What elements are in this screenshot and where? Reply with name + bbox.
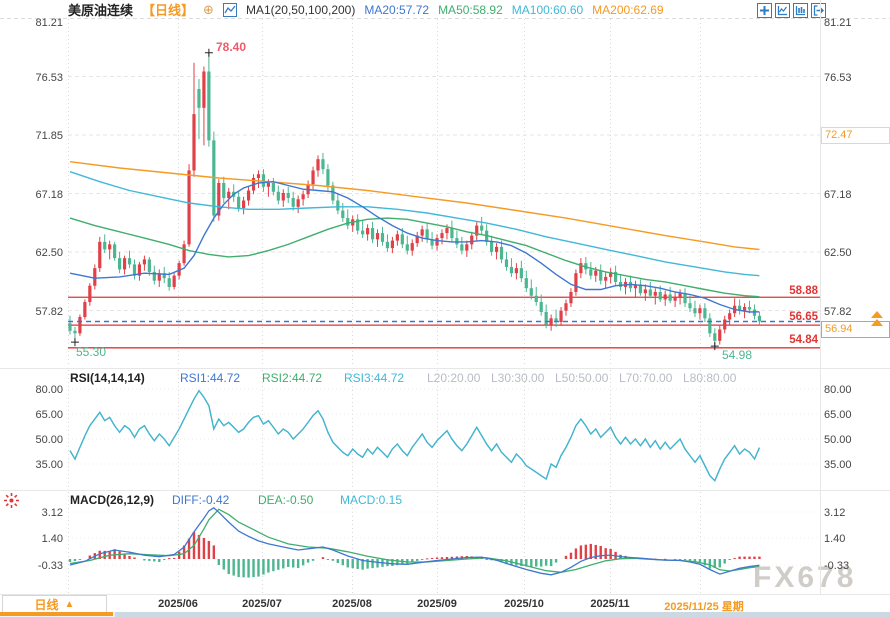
chart-header: 美原油连续 【日线】 ⊕ MA1(20,50,100,200) MA20:57.… [68,1,664,18]
rsi-l70: L70:70.00 [619,371,673,385]
chart-toolbar [757,3,826,18]
rsi-l20: L20:20.00 [427,371,481,385]
alert-sun-icon [3,492,20,509]
price-tick-left: 62.50 [35,247,63,259]
price-tick-left: 81.21 [35,17,63,29]
crosshair-icon[interactable] [757,3,772,18]
macd-dea-value: DEA:-0.50 [258,493,314,507]
price-tick-left: 76.53 [35,71,63,84]
extreme-marker-cross [204,48,213,57]
extreme-marker-cross [710,342,719,351]
rsi-tick-right: 50.00 [824,434,852,446]
rsi2-value: RSI2:44.72 [262,371,323,385]
date-label: 2025/07 [242,598,282,610]
macd-tick-right: 1.40 [824,533,846,545]
watermark: FX678 [753,561,857,594]
macd-value: MACD:0.15 [340,493,403,507]
rsi-tick-left: 50.00 [35,434,63,446]
rsi-l80: L80:80.00 [683,371,737,385]
high-price-marker: 78.40 [216,40,247,54]
price-tick-right: 67.18 [824,188,852,201]
ma20-value: MA20:57.72 [364,2,430,17]
macd-histogram [68,531,761,578]
pan-to-latest-icon[interactable] [811,3,826,18]
level-label-r1: 58.88 [789,285,818,297]
price-tick-left: 67.18 [35,188,63,201]
rsi-l50: L50:50.00 [555,371,609,385]
chart-frame-icon[interactable] [775,3,790,18]
low-price-marker-right: 54.98 [722,348,753,362]
period-button-label: 日线 [34,598,59,612]
rsi-tick-left: 35.00 [35,459,63,471]
price-tick-left: 71.85 [35,130,63,142]
price-tick-left: 57.82 [35,305,63,318]
macd-tick-left: -0.33 [37,560,63,572]
rsi-title[interactable]: RSI(14,14,14) [70,371,145,385]
extreme-marker-cross [70,338,79,347]
separator-rsi-macd [0,490,890,491]
date-label: 2025/08 [332,598,372,610]
separator-macd-axis [0,594,890,595]
symbol-name: 美原油连续 [68,3,134,18]
price-tick-right: 81.21 [824,17,852,29]
upper-price-badge: 72.47 [821,127,890,144]
macd-title[interactable]: MACD(26,12,9) [70,493,155,507]
separator-main-rsi [0,368,890,369]
rsi1-value: RSI1:44.72 [180,371,241,385]
date-label: 2025/06 [158,598,198,610]
price-tick-right: 62.50 [824,247,852,259]
low-price-marker-left: 55.30 [76,345,107,359]
ma200-value: MA200:62.69 [592,2,664,17]
horizontal-scrollbar-thumb[interactable] [115,612,890,617]
indicator-chart-icon[interactable] [222,2,237,17]
period-tag: 【日线】 [142,3,195,18]
rsi-tick-right: 80.00 [824,384,852,396]
up-arrows-icon[interactable] [870,310,884,327]
price-tick-right: 57.82 [824,305,852,318]
macd-tick-left: 1.40 [41,533,63,545]
macd-tick-right: -0.33 [824,560,850,572]
plus-circle-icon[interactable]: ⊕ [203,2,214,17]
rsi-l30: L30:30.00 [491,371,545,385]
level-label-r3: 54.84 [789,334,818,346]
last-date-label: 2025/11/25 星期二 [664,601,744,613]
rsi-tick-left: 65.00 [35,409,63,421]
ma100-value: MA100:60.60 [511,2,584,17]
rsi-tick-left: 80.00 [35,384,63,396]
macd-tick-left: 3.12 [41,507,63,519]
macd-tick-right: 3.12 [824,507,846,519]
date-label: 2025/11 [590,598,630,610]
kline-view-icon[interactable] [793,3,808,18]
rsi3-value: RSI3:44.72 [344,371,405,385]
candlestick-series [68,52,762,347]
scrollbar-position-indicator [0,612,113,616]
rsi-tick-right: 65.00 [824,409,852,421]
level-label-r2: 56.65 [789,311,818,323]
macd-diff-value: DIFF:-0.42 [172,493,230,507]
date-label: 2025/10 [504,598,544,610]
price-tick-right: 76.53 [824,71,852,84]
right-axis-border [820,0,821,594]
ma-group-label[interactable]: MA1(20,50,100,200) [245,2,356,17]
ma50-value: MA50:58.92 [438,2,503,17]
date-label: 2025/09 [417,598,457,610]
triangle-up-icon: ▲ [64,599,75,610]
rsi-tick-right: 35.00 [824,459,852,471]
